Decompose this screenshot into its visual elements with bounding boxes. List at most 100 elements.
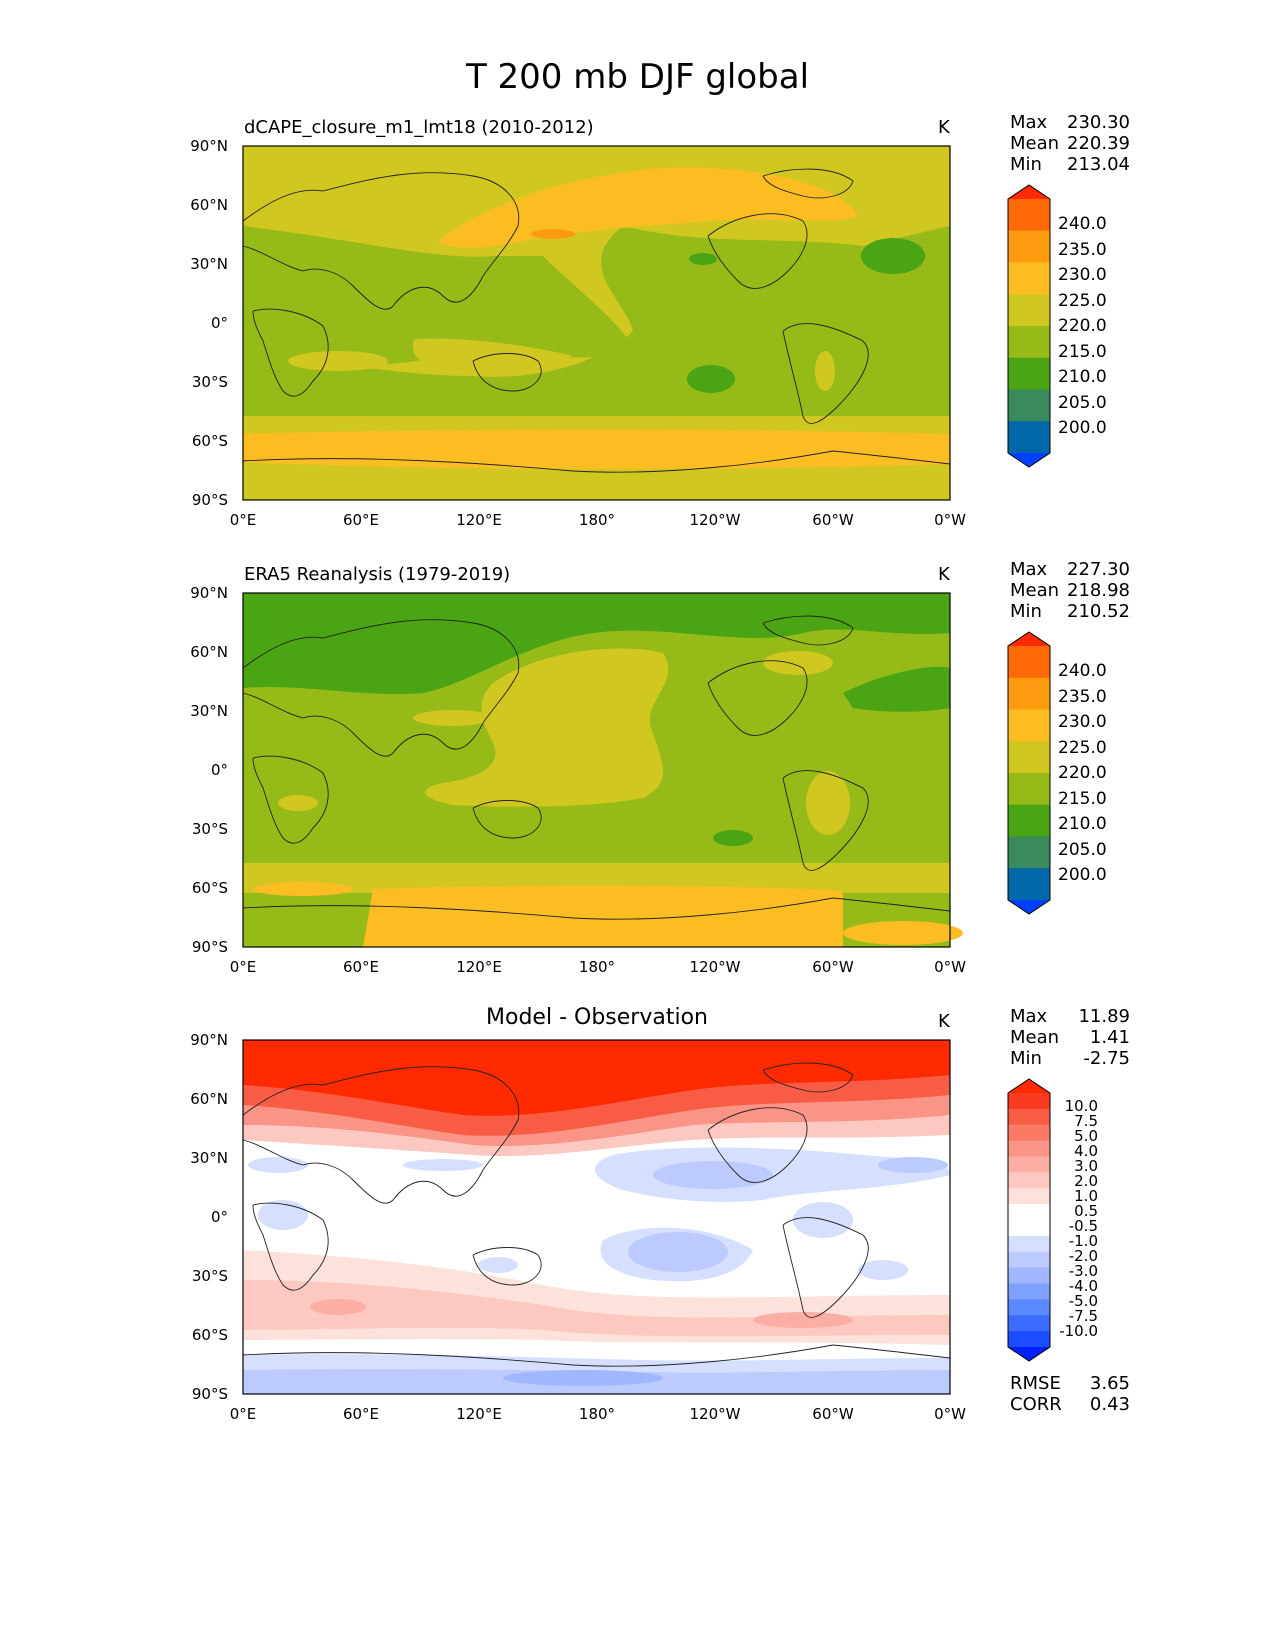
xlabel-120e: 120°E [456,511,502,529]
coastlines [242,168,951,473]
xlabel-120w: 120°W [689,511,741,529]
map-region-sam-warm [806,771,850,835]
map-region-pac-warm [425,648,669,807]
colorbar-segment [1008,1331,1050,1348]
cbar1-label: 235.0 [1058,240,1107,260]
map-region-sh-band [243,416,950,434]
xlabel-180: 180° [578,958,616,976]
colorbar-segment [1008,868,1050,901]
ylabel-30n: 30°N [190,255,228,273]
map-region-antarctic-cool-3 [503,1370,663,1386]
ylabel-0: 0° [210,314,228,332]
ylabel-60s: 60°S [191,879,228,897]
ylabel-90s: 90°S [191,938,228,956]
stat-max-value: 11.89 [1078,1006,1130,1027]
xlabel-0w: 0°W [934,511,966,529]
colorbar-segment [1008,709,1050,742]
ylabel-60s: 60°S [191,1326,228,1344]
map-region-na-warm [763,651,833,675]
map-region-npac-warm [438,167,858,248]
xlabel-0e: 0°E [229,958,257,976]
colorbar-segment [1008,230,1050,263]
map-region-pac-cold [689,253,717,265]
panel-1-map [242,145,951,501]
map-region-sh-warm-c [843,921,963,945]
cbar3-label: -7.5 [1068,1307,1098,1325]
colorbar-segment [1008,1188,1050,1205]
map-region-spac-cold [687,365,735,393]
cbar2-label: 240.0 [1058,661,1107,681]
colorbar-segment [1008,357,1050,390]
map-region-spac-cold [713,830,753,846]
colorbar-segment [1008,1315,1050,1332]
colorbar-extend-max [1008,1079,1050,1093]
colorbar-extend-min [1008,1347,1050,1361]
xlabel-60e: 60°E [342,958,380,976]
cbar2-label: 235.0 [1058,687,1107,707]
cbar2-label: 200.0 [1058,865,1107,885]
stat-mean-value: 1.41 [1089,1027,1130,1048]
xlabel-60e: 60°E [342,1405,380,1423]
xlabel-120w: 120°W [689,958,741,976]
ylabel-60s: 60°S [191,432,228,450]
cbar1-label: 225.0 [1058,291,1107,311]
colorbar-segment [1008,677,1050,710]
cbar3-label: -5.0 [1068,1292,1098,1310]
ylabel-90s: 90°S [191,491,228,509]
xlabel-120e: 120°E [456,958,502,976]
stat-min-label: Min [1010,154,1042,175]
ylabel-30s: 30°S [191,1267,228,1285]
xlabel-180: 180° [578,511,616,529]
colorbar-segment [1008,1267,1050,1284]
cbar3-label: 7.5 [1074,1112,1098,1130]
cbar3-label: -1.0 [1068,1232,1098,1250]
colorbar-segment [1008,199,1050,232]
xlabel-0e: 0°E [229,1405,257,1423]
xlabel-0w: 0°W [934,1405,966,1423]
colorbar-segment [1008,1204,1050,1221]
map-region-sh-warm-4 [753,1312,853,1328]
map-region-npac-max [531,229,575,239]
colorbar-segment [1008,294,1050,327]
cbar1-label: 230.0 [1058,265,1107,285]
map-region-tropics-west [243,226,633,364]
cbar3-label: 3.0 [1074,1157,1098,1175]
colorbar-segment [1008,741,1050,774]
colorbar-segment [1008,773,1050,806]
colorbar-outline [1007,1078,1051,1362]
stat-min-label: Min [1010,1048,1042,1069]
rmse-label: RMSE [1010,1373,1061,1394]
map-region-atl-cool [248,1157,308,1173]
colorbar-segment [1008,1172,1050,1189]
stat-min-label: Min [1010,601,1042,622]
cbar3-label: -4.0 [1068,1277,1098,1295]
map-region-africa-cool [258,1200,308,1230]
cbar1-label: 200.0 [1058,418,1107,438]
corr-value: 0.43 [1089,1394,1130,1415]
colorbar-segment [1008,1251,1050,1269]
colorbar-segment [1008,1156,1050,1173]
colorbar-outline [1007,631,1051,915]
cbar2-label: 230.0 [1058,712,1107,732]
ylabel-0: 0° [210,761,228,779]
colorbar-extend-min [1008,900,1050,914]
stat-mean-label: Mean [1010,1027,1060,1048]
ylabel-30n: 30°N [190,702,228,720]
xlabel-60w: 60°W [812,1405,854,1423]
cbar3-label: 1.0 [1074,1187,1098,1205]
panel-1-title: dCAPE_closure_m1_lmt18 (2010-2012) [244,117,594,138]
xlabel-120w: 120°W [689,1405,741,1423]
xlabel-60w: 60°W [812,958,854,976]
ylabel-60n: 60°N [190,643,228,661]
stat-max-label: Max [1010,559,1048,580]
colorbar-extend-min [1008,453,1050,467]
panel-2-units: K [938,564,950,585]
cbar1-label: 205.0 [1058,393,1107,413]
cbar3-label: -2.0 [1068,1247,1098,1265]
map-region-wpac-warm [413,710,493,726]
stat-min-value: -2.75 [1083,1048,1130,1069]
map-region-africa-warm [278,795,318,811]
corr-label: CORR [1010,1394,1062,1415]
map-region-tropics-east [243,226,950,416]
map-region-wpac-cool [403,1159,483,1171]
